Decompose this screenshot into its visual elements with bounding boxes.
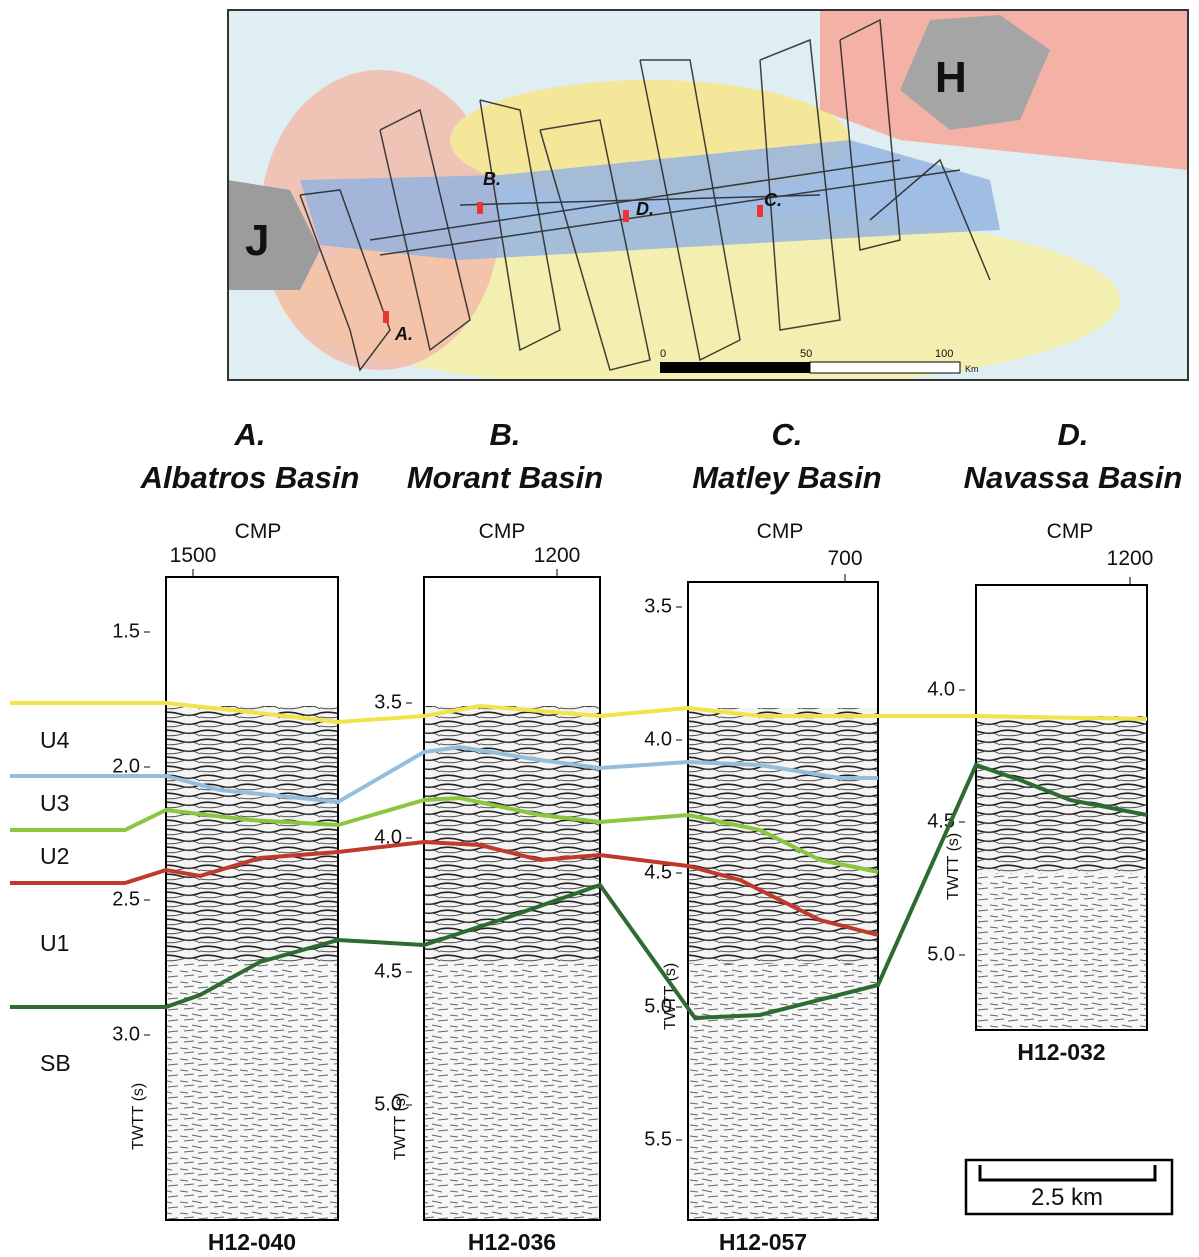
unit-label: SB bbox=[40, 1050, 71, 1076]
scale-box bbox=[964, 1158, 1174, 1216]
y-tick-label: 1.5 bbox=[112, 620, 140, 642]
y-tick-label: 2.0 bbox=[112, 755, 140, 777]
unit-label: U4 bbox=[40, 727, 70, 753]
y-tick-label: 2.5 bbox=[112, 888, 140, 910]
scale-unit: Km bbox=[965, 364, 979, 374]
cmp-label: CMP bbox=[479, 520, 526, 543]
seismic bbox=[688, 708, 878, 964]
panel-frame bbox=[423, 576, 601, 1221]
y-tick-label: 3.5 bbox=[644, 595, 672, 617]
axis-label: TWTT (s) bbox=[392, 1093, 409, 1160]
line-name: H12-032 bbox=[1017, 1039, 1105, 1065]
horizons bbox=[10, 701, 1148, 1021]
y-tick-label: 3.0 bbox=[112, 1023, 140, 1045]
y-tick-label: 3.5 bbox=[374, 691, 402, 713]
map-frame bbox=[227, 9, 1189, 381]
y-tick-label: 4.5 bbox=[374, 960, 402, 982]
site-label: A. bbox=[394, 324, 413, 344]
panel-title: Morant Basin bbox=[407, 460, 603, 495]
line-name: H12-057 bbox=[719, 1229, 807, 1255]
seismic bbox=[166, 706, 338, 963]
scale-label: 2.5 km bbox=[1031, 1184, 1103, 1211]
cmp-tick: 1200 bbox=[534, 544, 581, 567]
y-tick-label: 5.0 bbox=[927, 943, 955, 965]
seismic bbox=[688, 964, 878, 1220]
cmp-tick: 1500 bbox=[170, 544, 217, 567]
cmp-label: CMP bbox=[235, 520, 282, 543]
panel-letter: A. bbox=[234, 417, 266, 452]
site-label: B. bbox=[483, 169, 501, 189]
y-tick-label: 4.0 bbox=[644, 728, 672, 750]
panel-frame bbox=[687, 581, 879, 1221]
seismic bbox=[976, 873, 1147, 1030]
y-tick-label: 4.5 bbox=[644, 861, 672, 883]
panel-frame bbox=[165, 576, 339, 1221]
map bbox=[228, 10, 1188, 380]
y-tick-label: 4.0 bbox=[374, 826, 402, 848]
cmp-label: CMP bbox=[1047, 520, 1094, 543]
unit-label: U2 bbox=[40, 843, 69, 869]
cmp-label: CMP bbox=[757, 520, 804, 543]
seismic bbox=[166, 963, 338, 1220]
seismic bbox=[424, 706, 600, 963]
line-name: H12-040 bbox=[208, 1229, 296, 1255]
y-tick-label: 5.0 bbox=[374, 1093, 402, 1115]
cmp-tick: 700 bbox=[827, 547, 862, 570]
cmp-tick: 1200 bbox=[1107, 547, 1154, 570]
y-tick-label: 5.5 bbox=[644, 1128, 672, 1150]
unit-label: U1 bbox=[40, 930, 69, 956]
line-name: H12-036 bbox=[468, 1229, 556, 1255]
panel-letter: B. bbox=[490, 417, 521, 452]
scale-bar bbox=[978, 1165, 1157, 1182]
panel-frame bbox=[975, 584, 1148, 1031]
island-label: J bbox=[245, 216, 269, 265]
island-label: H bbox=[935, 53, 967, 102]
panel-letter: D. bbox=[1058, 417, 1089, 452]
scale-tick: 100 bbox=[935, 348, 953, 360]
y-tick-label: 4.0 bbox=[927, 678, 955, 700]
y-tick-label: 5.0 bbox=[644, 995, 672, 1017]
site-label: C. bbox=[764, 190, 782, 210]
axis-label: TWTT (s) bbox=[130, 1083, 147, 1150]
scale-tick: 0 bbox=[660, 348, 666, 360]
scale-tick: 50 bbox=[800, 348, 812, 360]
site-label: D. bbox=[636, 199, 654, 219]
panel-title: Albatros Basin bbox=[140, 460, 360, 495]
seismic bbox=[424, 963, 600, 1220]
panel-title: Navassa Basin bbox=[964, 460, 1183, 495]
unit-label: U3 bbox=[40, 790, 69, 816]
axis-label: TWTT (s) bbox=[945, 833, 962, 900]
panel-letter: C. bbox=[772, 417, 803, 452]
panel-title: Matley Basin bbox=[692, 460, 882, 495]
